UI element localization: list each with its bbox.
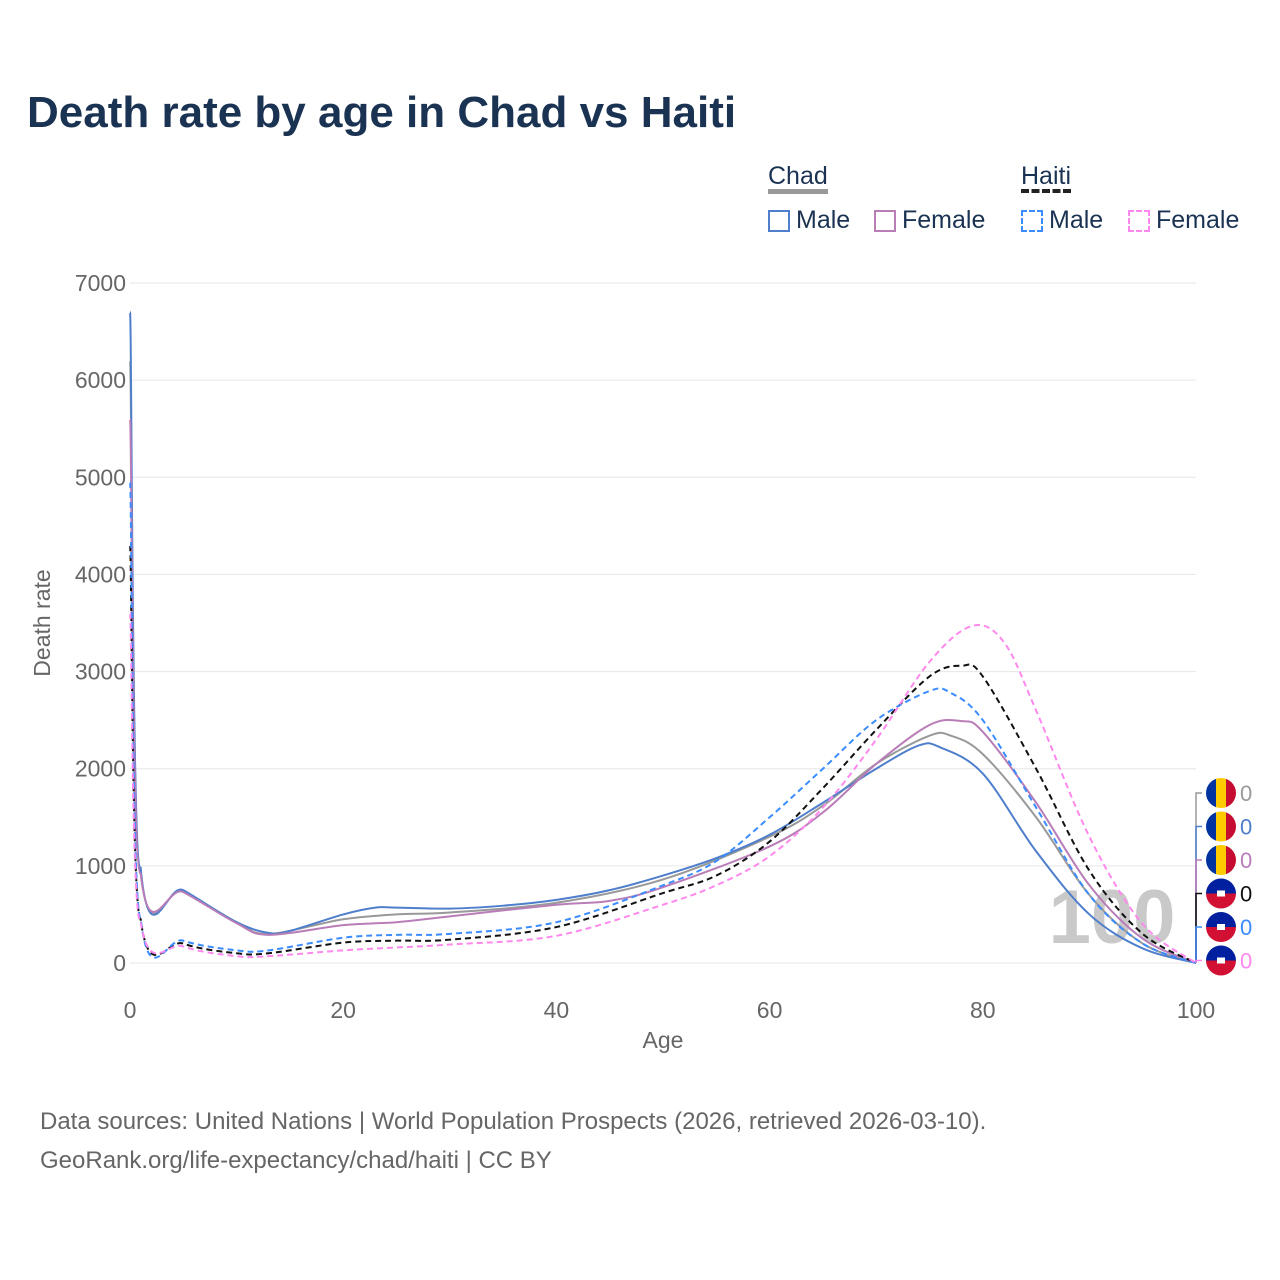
legend-swatch <box>1021 210 1043 232</box>
chad-flag-icon <box>1216 811 1226 842</box>
end-value-label: 0 <box>1240 882 1252 907</box>
x-axis-label: Age <box>643 1027 684 1053</box>
chad-flag-icon <box>1216 845 1226 875</box>
x-tick-label: 60 <box>757 997 783 1023</box>
y-tick-label: 0 <box>113 950 126 976</box>
end-label-connector <box>1195 926 1202 963</box>
legend-label: Female <box>1156 206 1240 234</box>
end-value-label: 0 <box>1240 915 1252 940</box>
chad-flag-icon <box>1206 778 1216 808</box>
haiti-flag-emblem <box>1217 890 1225 897</box>
legend-label: Male <box>1049 206 1104 234</box>
chad-flag-icon <box>1226 811 1236 842</box>
chad-flag-icon <box>1226 778 1236 808</box>
haiti-flag-emblem <box>1217 924 1225 930</box>
y-tick-label: 3000 <box>75 659 126 685</box>
legend-group-chad: Chad <box>768 163 828 194</box>
chad-flag-icon <box>1206 811 1216 842</box>
y-tick-label: 7000 <box>75 270 126 296</box>
legend-haiti-male[interactable]: Male <box>1021 206 1103 235</box>
haiti-flag-icon <box>1206 878 1236 894</box>
series-line-haiti-male <box>129 481 1197 964</box>
legend-label: Female <box>902 206 986 234</box>
y-tick-label: 2000 <box>75 756 126 782</box>
x-tick-label: 0 <box>124 997 137 1023</box>
footer-link[interactable]: GeoRank.org/life-expectancy/chad/haiti |… <box>40 1147 552 1174</box>
end-label-connector <box>1195 892 1202 963</box>
legend-swatch <box>1128 210 1150 232</box>
x-tick-label: 100 <box>1177 997 1215 1023</box>
end-label-connector <box>1195 859 1202 963</box>
end-value-label: 0 <box>1240 949 1252 974</box>
end-label-connector <box>1195 959 1202 963</box>
y-tick-label: 5000 <box>75 464 126 490</box>
end-value-label: 0 <box>1240 815 1252 840</box>
footer-sources: Data sources: United Nations | World Pop… <box>40 1108 987 1135</box>
y-tick-label: 1000 <box>75 853 126 879</box>
x-tick-label: 40 <box>544 997 570 1023</box>
x-tick-label: 20 <box>330 997 356 1023</box>
legend-swatch <box>874 210 896 232</box>
x-tick-label: 80 <box>970 997 996 1023</box>
series-line-chad-female <box>129 418 1197 964</box>
chad-flag-icon <box>1206 845 1216 875</box>
end-value-label: 0 <box>1240 781 1252 806</box>
haiti-flag-icon <box>1206 912 1236 927</box>
haiti-flag-icon <box>1206 893 1236 909</box>
chad-flag-icon <box>1226 845 1236 875</box>
series-line-haiti-female <box>129 612 1197 964</box>
y-tick-label: 6000 <box>75 367 126 393</box>
haiti-flag-icon <box>1206 960 1236 976</box>
series-line-haiti-total <box>129 544 1197 964</box>
legend-chad-female[interactable]: Female <box>874 206 985 235</box>
legend-haiti-female[interactable]: Female <box>1128 206 1239 235</box>
haiti-flag-icon <box>1206 927 1236 942</box>
haiti-flag-icon <box>1206 945 1236 961</box>
legend-group-haiti: Haiti <box>1021 163 1072 193</box>
chad-flag-icon <box>1216 778 1226 808</box>
legend-label: Male <box>796 206 851 234</box>
y-tick-label: 4000 <box>75 561 126 587</box>
series-line-chad-male <box>129 311 1197 964</box>
legend-chad-male[interactable]: Male <box>768 206 850 235</box>
end-value-label: 0 <box>1240 848 1252 873</box>
y-axis-label: Death rate <box>29 569 55 676</box>
chart-title: Death rate by age in Chad vs Haiti <box>27 88 737 137</box>
end-label-connector <box>1195 792 1202 963</box>
end-label-connector <box>1195 825 1202 963</box>
series-line-chad-total <box>129 359 1197 964</box>
legend-swatch <box>768 210 790 232</box>
haiti-flag-emblem <box>1217 957 1225 964</box>
